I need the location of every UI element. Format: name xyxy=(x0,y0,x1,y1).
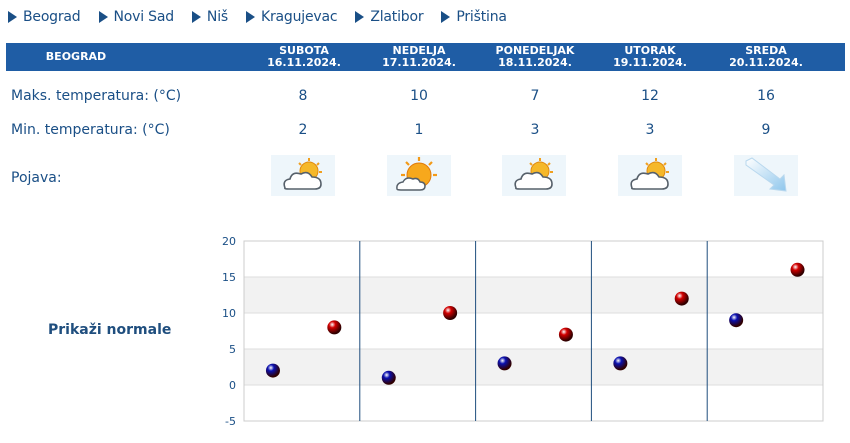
min-temp-label: Min. temperatura: (°C) xyxy=(11,122,170,138)
min-temp-point xyxy=(613,356,628,371)
arrow-right-icon xyxy=(355,11,365,23)
day-date: 16.11.2024. xyxy=(267,56,341,69)
city-link-beograd[interactable]: Beograd xyxy=(8,9,81,25)
day-date: 17.11.2024. xyxy=(382,56,456,69)
weather-icon-day-2 xyxy=(387,155,451,196)
city-label: Beograd xyxy=(23,9,81,25)
max-temp-point xyxy=(790,262,805,277)
city-link-kragujevac[interactable]: Kragujevac xyxy=(245,9,338,25)
header-city-label: BEOGRAD xyxy=(45,50,107,63)
y-tick-label: 5 xyxy=(229,343,236,356)
max-temp-point xyxy=(674,291,689,306)
weather-icon-day-1 xyxy=(271,155,335,196)
chart-band xyxy=(244,313,823,349)
city-label: Niš xyxy=(206,9,228,25)
phenomenon-label: Pojava: xyxy=(11,170,62,186)
arrow-right-icon xyxy=(98,11,108,23)
day-date: 18.11.2024. xyxy=(498,56,572,69)
arrow-right-icon xyxy=(191,11,201,23)
chart-band xyxy=(244,385,823,421)
min-temp-point xyxy=(497,356,512,371)
city-link-nis[interactable]: Niš xyxy=(191,9,228,25)
max-temp-value: 16 xyxy=(757,88,775,104)
weather-icon-day-4 xyxy=(618,155,682,196)
max-temp-label: Maks. temperatura: (°C) xyxy=(11,88,182,104)
city-label: Kragujevac xyxy=(260,9,338,25)
partly-cloudy-icon xyxy=(630,158,669,190)
max-temp-value: 12 xyxy=(641,88,659,104)
city-link-zlatibor[interactable]: Zlatibor xyxy=(355,9,424,25)
temperature-chart: 20 15 10 5 0 -5 xyxy=(222,235,824,428)
wind-arrow-icon xyxy=(745,157,787,192)
partly-cloudy-icon xyxy=(514,158,553,190)
min-temp-point xyxy=(381,370,396,385)
max-temp-value: 8 xyxy=(298,88,308,104)
chart-band xyxy=(244,349,823,385)
y-tick-label: -5 xyxy=(225,415,236,428)
y-tick-label: 0 xyxy=(229,379,236,392)
day-name: SREDA xyxy=(745,44,787,57)
day-name: NEDELJA xyxy=(392,44,446,57)
show-normals-link[interactable]: Prikaži normale xyxy=(48,322,172,338)
day-name: SUBOTA xyxy=(279,44,329,57)
day-name: UTORAK xyxy=(624,44,676,57)
y-tick-label: 10 xyxy=(222,307,236,320)
arrow-right-icon xyxy=(245,11,255,23)
arrow-right-icon xyxy=(441,11,451,23)
chart-frame xyxy=(243,240,824,422)
min-temp-value: 9 xyxy=(761,122,771,138)
min-temp-point xyxy=(265,363,280,378)
header-day-3: PONEDELJAK 18.11.2024. xyxy=(485,43,585,71)
day-date: 19.11.2024. xyxy=(613,56,687,69)
arrow-right-icon xyxy=(8,11,17,23)
header-day-5: SREDA 20.11.2024. xyxy=(716,43,816,71)
min-temp-value: 3 xyxy=(645,122,655,138)
header-city: BEOGRAD xyxy=(6,43,146,71)
chart-band xyxy=(244,241,823,277)
max-temp-point xyxy=(558,327,573,342)
header-day-1: SUBOTA 16.11.2024. xyxy=(254,43,354,71)
city-nav: Beograd Novi Sad Niš Kragujevac Zlatibor… xyxy=(8,9,525,25)
min-temp-point xyxy=(729,313,744,328)
chart-band xyxy=(244,277,823,313)
y-tick-label: 15 xyxy=(222,271,236,284)
day-name: PONEDELJAK xyxy=(495,44,575,57)
city-label: Novi Sad xyxy=(113,9,175,25)
max-temp-point xyxy=(443,306,458,320)
y-tick-label: 20 xyxy=(222,235,236,248)
sun-cloud-icon xyxy=(396,157,437,191)
partly-cloudy-icon xyxy=(283,158,322,190)
max-temp-value: 7 xyxy=(530,88,540,104)
min-temp-value: 1 xyxy=(414,122,424,138)
header-day-4: UTORAK 19.11.2024. xyxy=(600,43,700,71)
max-temp-value: 10 xyxy=(410,88,428,104)
city-label: Priština xyxy=(456,9,507,25)
city-link-novi-sad[interactable]: Novi Sad xyxy=(98,9,175,25)
min-temp-value: 2 xyxy=(298,122,308,138)
max-temp-point xyxy=(327,320,342,335)
city-label: Zlatibor xyxy=(370,9,424,25)
weather-icon-day-3 xyxy=(502,155,566,196)
forecast-header: BEOGRAD SUBOTA 16.11.2024. NEDELJA 17.11.2… xyxy=(6,43,845,71)
city-link-pristina[interactable]: Priština xyxy=(441,9,507,25)
min-temp-value: 3 xyxy=(530,122,540,138)
header-day-2: NEDELJA 17.11.2024. xyxy=(369,43,469,71)
weather-icon-day-5 xyxy=(734,155,798,196)
day-date: 20.11.2024. xyxy=(729,56,803,69)
